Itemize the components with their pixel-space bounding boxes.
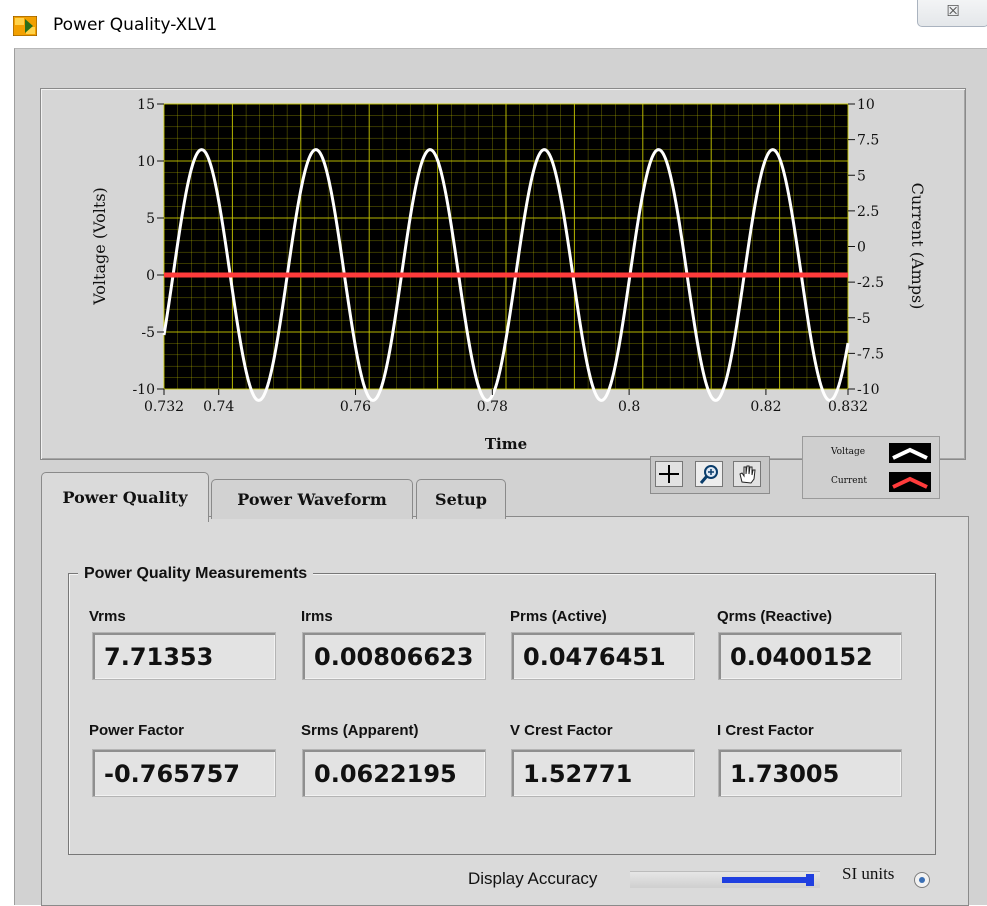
cursor-move-tool[interactable] — [655, 461, 683, 487]
tab-setup[interactable]: Setup — [416, 479, 506, 519]
legend-voltage-swatch — [889, 443, 931, 463]
display-accuracy-fill — [722, 877, 812, 883]
tab-power-quality[interactable]: Power Quality — [41, 472, 209, 522]
irms-value: 0.00806623 — [302, 632, 486, 680]
qrms-label: Qrms (Reactive) — [717, 608, 833, 625]
display-accuracy-label: Display Accuracy — [468, 869, 598, 888]
zoom-icon — [699, 465, 718, 484]
legend-current-label: Current — [831, 476, 868, 486]
labview-app-icon — [13, 16, 37, 36]
close-icon: ☒ — [946, 2, 960, 20]
power-factor-value: -0.765757 — [92, 749, 276, 797]
v-crest-factor-value: 1.52771 — [511, 749, 695, 797]
pan-tool[interactable] — [733, 461, 761, 487]
legend-item-current[interactable]: Current — [803, 468, 939, 496]
power-factor-label: Power Factor — [89, 722, 185, 739]
tab-power-waveform[interactable]: Power Waveform — [211, 479, 413, 519]
prms-value: 0.0476451 — [511, 632, 695, 680]
srms-value: 0.0622195 — [302, 749, 486, 797]
si-units-radio[interactable] — [914, 872, 930, 888]
legend-voltage-label: Voltage — [831, 447, 866, 457]
irms-label: Irms — [301, 608, 333, 625]
window-titlebar: Power Quality-XLV1 ☒ — [0, 0, 987, 46]
close-button[interactable]: ☒ — [917, 0, 987, 27]
cursor-move-icon — [659, 465, 679, 483]
prms-label: Prms (Active) — [510, 608, 607, 625]
graph-palette — [650, 456, 770, 494]
waveform-graph-frame — [40, 88, 966, 460]
hand-pan-icon — [739, 465, 756, 484]
si-units-label: SI units — [842, 864, 895, 883]
srms-label: Srms (Apparent) — [301, 722, 419, 739]
i-crest-factor-value: 1.73005 — [718, 749, 902, 797]
measurements-group-title: Power Quality Measurements — [78, 565, 314, 583]
display-accuracy-knob[interactable] — [806, 874, 814, 886]
qrms-value: 0.0400152 — [718, 632, 902, 680]
vrms-value: 7.71353 — [92, 632, 276, 680]
zoom-tool[interactable] — [695, 461, 723, 487]
window-title: Power Quality-XLV1 — [53, 15, 218, 35]
vrms-label: Vrms — [89, 608, 126, 625]
si-units-radio-dot — [919, 877, 925, 883]
plot-legend: Voltage Current — [802, 436, 940, 499]
v-crest-factor-label: V Crest Factor — [510, 722, 613, 739]
legend-current-swatch — [889, 472, 931, 492]
legend-item-voltage[interactable]: Voltage — [803, 439, 939, 467]
i-crest-factor-label: I Crest Factor — [717, 722, 814, 739]
measurements-group — [68, 573, 936, 855]
